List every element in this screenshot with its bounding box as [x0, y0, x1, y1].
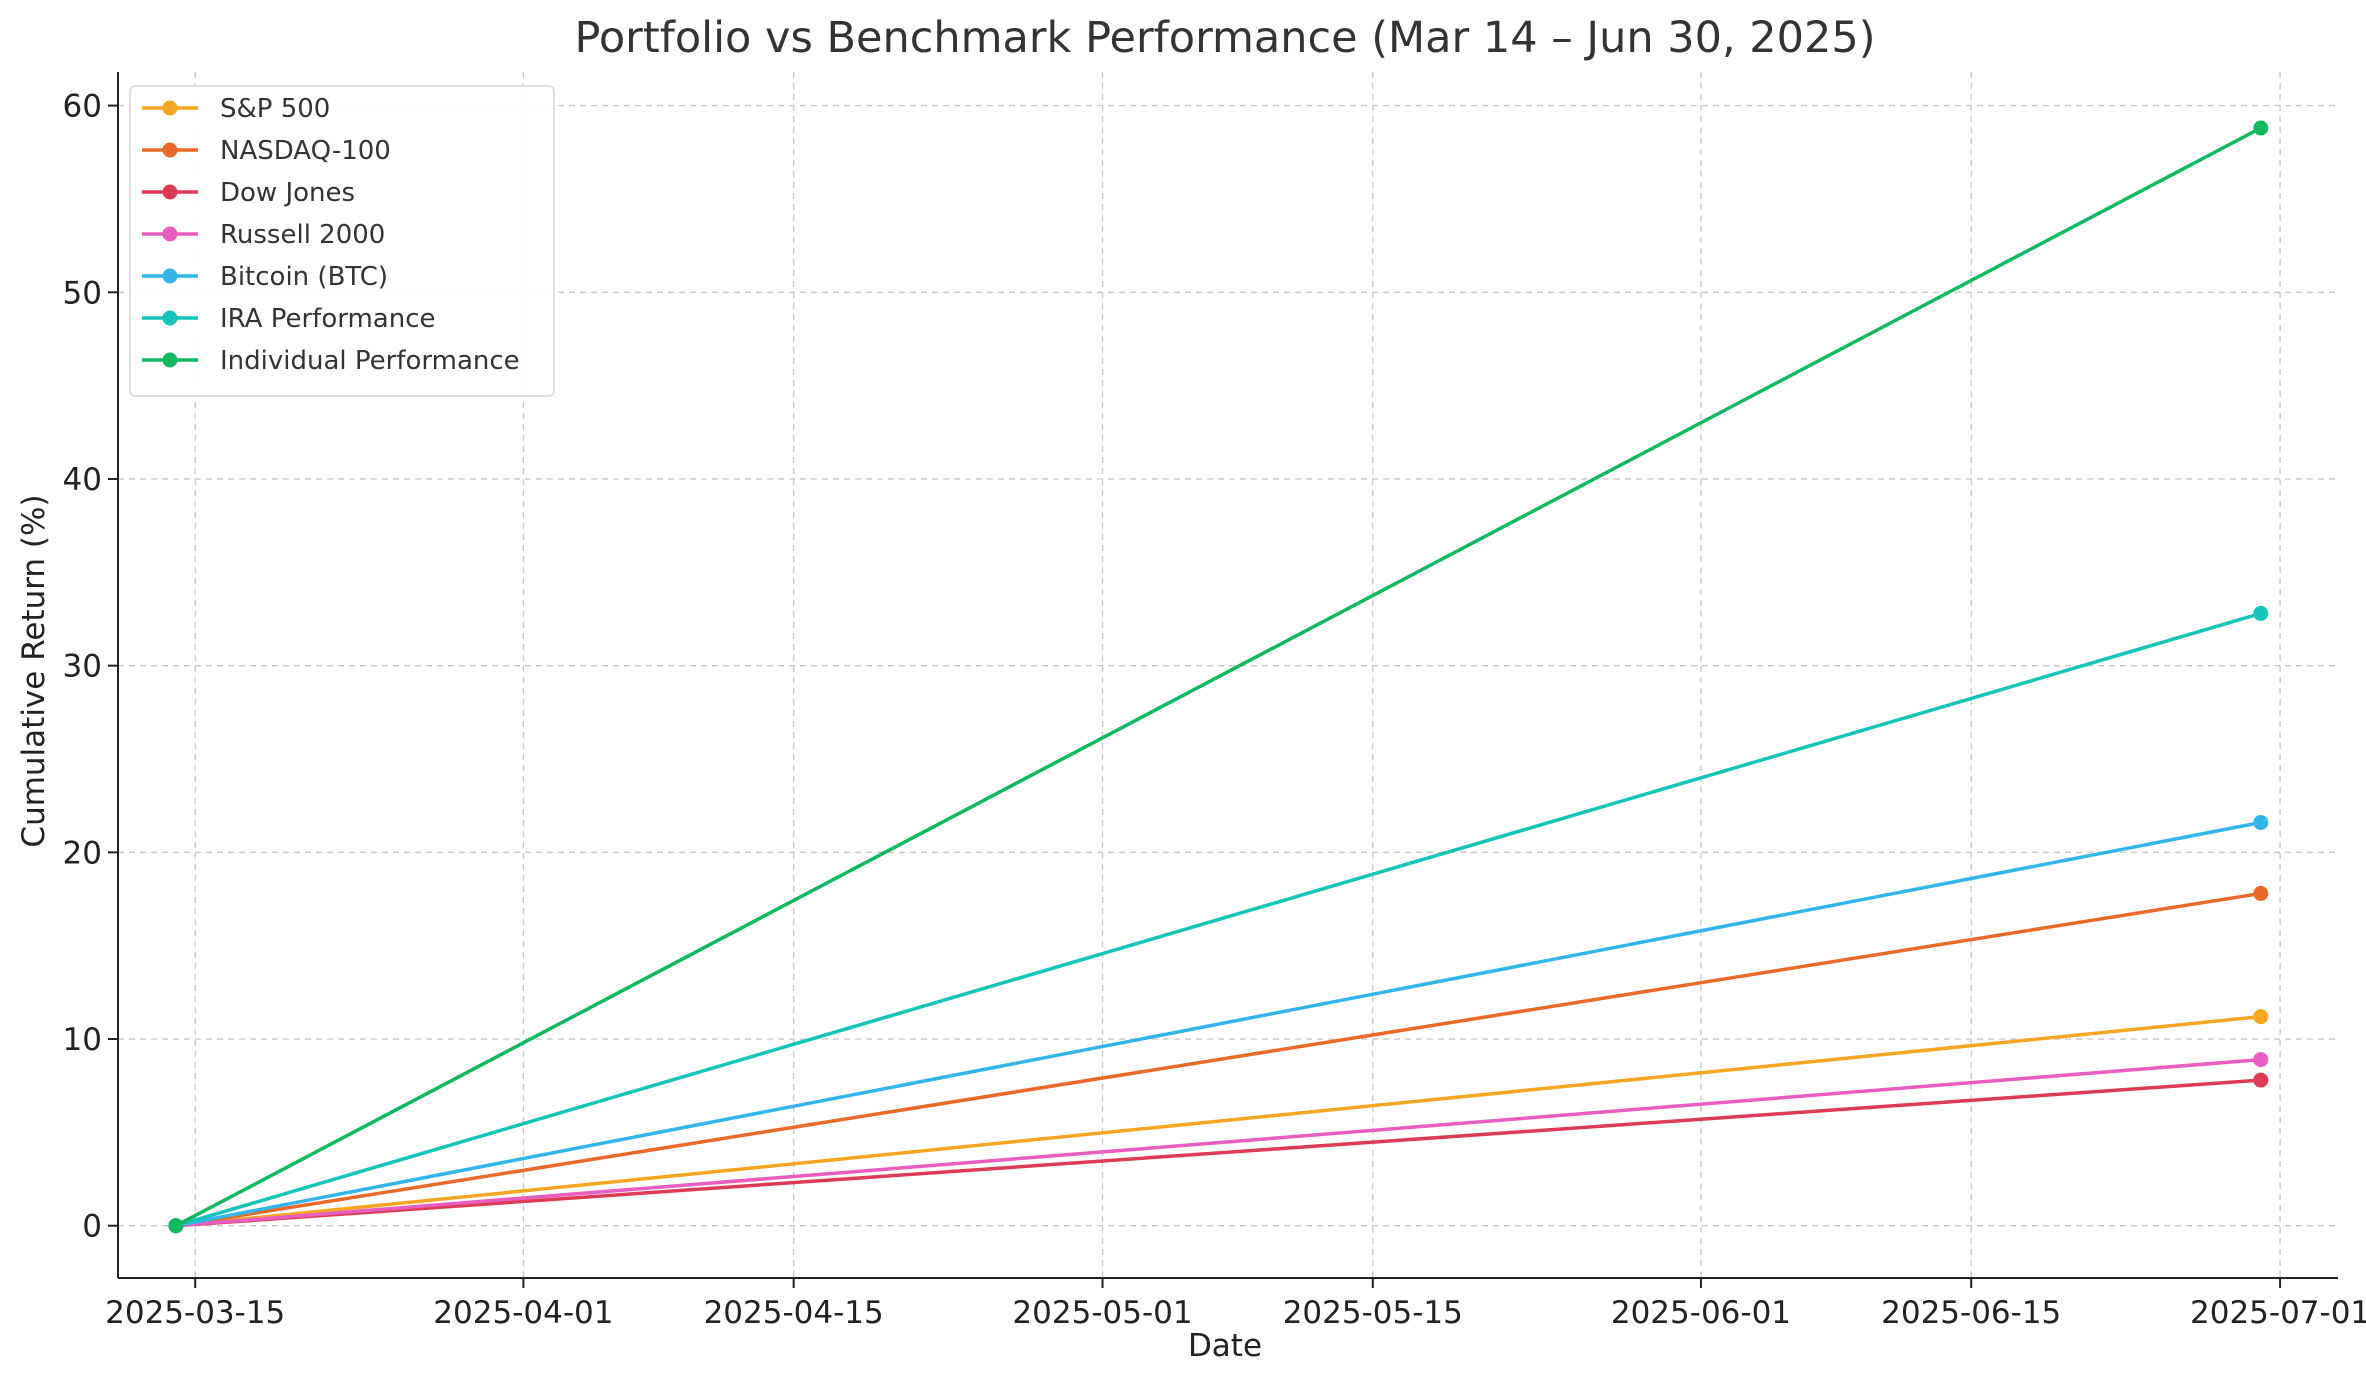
legend-item[interactable]: NASDAQ-100: [142, 136, 391, 166]
legend-box: [129, 85, 555, 397]
series-ira-performance: [168, 605, 2269, 1234]
legend-label: S&P 500: [220, 94, 330, 124]
data-point: [2253, 120, 2269, 136]
grid: [118, 72, 2338, 1278]
data-point: [2253, 885, 2269, 901]
legend-label: NASDAQ-100: [220, 136, 391, 166]
series-line: [175, 1014, 2261, 1228]
series-line: [175, 1057, 2261, 1228]
legend-label: Dow Jones: [220, 178, 355, 208]
y-axis-label: Cumulative Return (%): [16, 494, 52, 847]
series-nasdaq-100: [168, 885, 2269, 1234]
data-point: [2253, 814, 2269, 830]
x-tick-label: 2025-06-01: [1611, 1295, 1791, 1331]
x-axis-label: Date: [1188, 1328, 1262, 1364]
legend-swatch-marker: [162, 226, 178, 242]
legend-item[interactable]: Bitcoin (BTC): [142, 262, 388, 292]
x-tick-label: 2025-04-01: [433, 1295, 613, 1331]
series-line: [175, 820, 2262, 1228]
legend-item[interactable]: Individual Performance: [142, 346, 520, 376]
series-line: [175, 891, 2262, 1228]
y-tick-label: 50: [63, 275, 102, 311]
legend-label: Bitcoin (BTC): [220, 262, 388, 292]
legend-label: IRA Performance: [220, 304, 436, 334]
x-tick-label: 2025-04-15: [704, 1295, 884, 1331]
legend-item[interactable]: Dow Jones: [142, 178, 355, 208]
legend-label: Individual Performance: [220, 346, 520, 376]
x-tick-label: 2025-03-15: [105, 1295, 285, 1331]
x-tick-label: 2025-07-01: [2190, 1295, 2366, 1331]
x-axis-ticks: 2025-03-15 2025-04-01 2025-04-15 2025-05-01…: [105, 1278, 2366, 1331]
y-tick-label: 30: [63, 649, 102, 685]
data-point: [2253, 1009, 2269, 1025]
data-point: [168, 1218, 184, 1234]
series-dow-jones: [168, 1072, 2269, 1234]
x-tick-label: 2025-05-15: [1283, 1295, 1463, 1331]
legend-label: Russell 2000: [220, 220, 385, 250]
legend-swatch-marker: [162, 310, 178, 326]
data-point: [2253, 605, 2269, 621]
legend-item[interactable]: Russell 2000: [142, 220, 385, 250]
legend-item[interactable]: S&P 500: [142, 94, 330, 124]
legend-item[interactable]: IRA Performance: [142, 304, 436, 334]
series-line: [175, 611, 2262, 1228]
legend-swatch-marker: [162, 352, 178, 368]
legend-swatch-marker: [162, 268, 178, 284]
data-point: [2253, 1052, 2269, 1068]
series-group: [168, 120, 2269, 1234]
legend-swatch-marker: [162, 184, 178, 200]
series-bitcoin-btc: [168, 814, 2269, 1234]
series-individual-performance: [168, 120, 2269, 1234]
y-tick-label: 0: [82, 1209, 102, 1245]
legend-swatch-marker: [162, 142, 178, 158]
y-tick-label: 60: [63, 89, 102, 125]
x-tick-label: 2025-05-01: [1012, 1295, 1192, 1331]
x-tick-label: 2025-06-15: [1881, 1295, 2061, 1331]
chart-title: Portfolio vs Benchmark Performance (Mar …: [574, 13, 1875, 63]
axes: [117, 72, 2338, 1279]
data-point: [2253, 1072, 2269, 1088]
series-line: [175, 1078, 2261, 1228]
y-axis-ticks: 0 10 20 30 40 50 60: [63, 89, 118, 1245]
series-line: [175, 126, 2262, 1228]
y-tick-label: 20: [63, 835, 102, 871]
legend[interactable]: S&P 500 NASDAQ-100 Dow Jones Russell 2000 Bi…: [129, 85, 555, 397]
series-russell-2000: [168, 1052, 2269, 1234]
y-tick-label: 40: [63, 462, 102, 498]
y-tick-label: 10: [63, 1022, 102, 1058]
legend-swatch-marker: [162, 100, 178, 116]
